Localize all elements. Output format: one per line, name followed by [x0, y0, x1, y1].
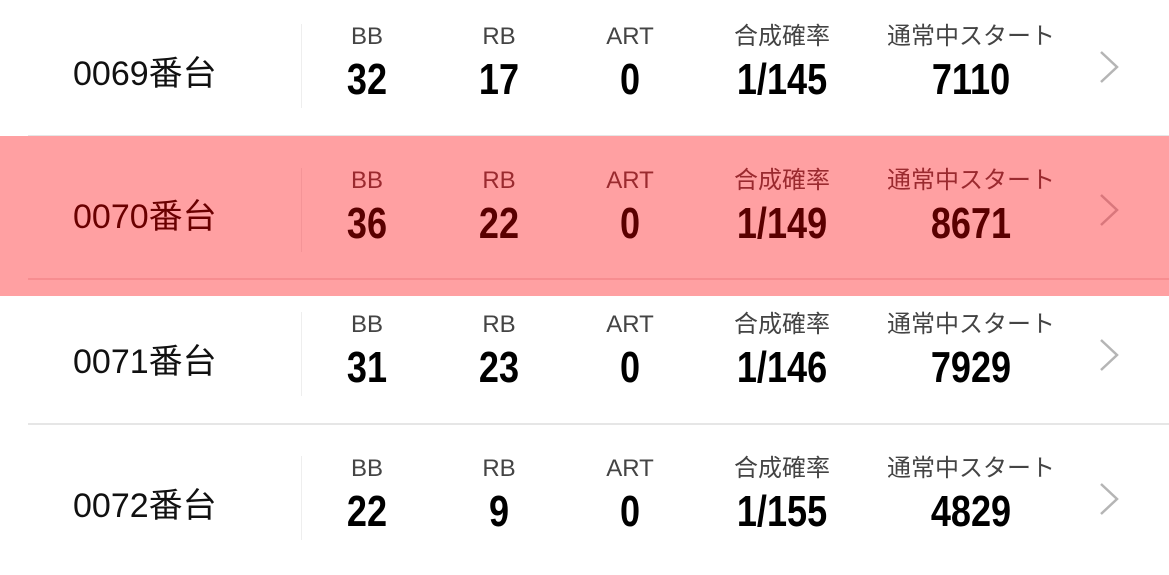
- stat-bb: BB 22: [267, 452, 467, 538]
- stat-label: 合成確率: [734, 167, 830, 194]
- machine-number: 0070番台: [73, 198, 217, 236]
- stat-label: ART: [606, 311, 654, 338]
- stat-rb: RB 23: [399, 308, 599, 394]
- stat-start: 通常中スタート 8671: [871, 164, 1071, 250]
- stat-rb: RB 22: [399, 164, 599, 250]
- stat-value: 31: [346, 343, 388, 392]
- stat-start: 通常中スタート 7929: [871, 308, 1071, 394]
- machine-row[interactable]: 0070番台 BB 36 RB 22 ART 0 合成確率 1/149 通常中ス…: [0, 136, 1169, 296]
- stat-label: 通常中スタート: [887, 167, 1055, 194]
- stat-label: RB: [482, 23, 516, 50]
- stat-value: 32: [346, 55, 388, 104]
- stat-label: ART: [606, 455, 654, 482]
- stat-value: 7110: [931, 55, 1011, 104]
- stat-value: 22: [478, 199, 520, 248]
- stat-value: 0: [619, 343, 641, 392]
- stat-bb: BB 36: [267, 164, 467, 250]
- chevron-right-icon[interactable]: [1098, 482, 1120, 516]
- stat-value: 22: [346, 487, 388, 536]
- column-divider: [301, 456, 302, 540]
- stat-bb: BB 31: [267, 308, 467, 394]
- stat-art: ART 0: [530, 452, 730, 538]
- stat-label: RB: [482, 167, 516, 194]
- column-divider: [301, 168, 302, 252]
- stat-value: 36: [346, 199, 388, 248]
- stat-label: 合成確率: [734, 455, 830, 482]
- stat-rb: RB 9: [399, 452, 599, 538]
- stat-label: BB: [350, 455, 383, 482]
- machine-number: 0071番台: [73, 343, 217, 381]
- stat-label: RB: [482, 311, 516, 338]
- stat-value: 17: [478, 55, 520, 104]
- stat-value: 0: [619, 487, 641, 536]
- stat-art: ART 0: [530, 164, 730, 250]
- machine-number: 0072番台: [73, 487, 217, 525]
- stat-value: 7929: [930, 343, 1012, 392]
- stat-label: BB: [350, 311, 383, 338]
- stat-label: 通常中スタート: [887, 311, 1055, 338]
- chevron-right-icon[interactable]: [1098, 193, 1120, 227]
- chevron-right-icon[interactable]: [1098, 50, 1120, 84]
- stat-value: 1/155: [736, 487, 828, 536]
- stat-label: 合成確率: [734, 311, 830, 338]
- row-separator: [28, 423, 1169, 425]
- stat-start: 通常中スタート 4829: [871, 452, 1071, 538]
- stat-rate: 合成確率 1/145: [682, 20, 882, 106]
- stat-label: BB: [350, 167, 383, 194]
- column-divider: [301, 24, 302, 108]
- stat-art: ART 0: [530, 308, 730, 394]
- chevron-right-icon[interactable]: [1098, 338, 1120, 372]
- machine-row[interactable]: 0072番台 BB 22 RB 9 ART 0 合成確率 1/155 通常中スタ…: [0, 432, 1169, 575]
- stat-start: 通常中スタート 7110: [871, 20, 1071, 106]
- stat-rate: 合成確率 1/149: [682, 164, 882, 250]
- stat-label: BB: [350, 23, 383, 50]
- stat-value: 9: [488, 487, 510, 536]
- stat-value: 23: [478, 343, 520, 392]
- row-separator: [28, 278, 1169, 280]
- machine-row[interactable]: 0069番台 BB 32 RB 17 ART 0 合成確率 1/145 通常中ス…: [0, 0, 1169, 143]
- machine-row[interactable]: 0071番台 BB 31 RB 23 ART 0 合成確率 1/146 通常中ス…: [0, 288, 1169, 431]
- stat-value: 4829: [930, 487, 1012, 536]
- stat-label: 合成確率: [734, 23, 830, 50]
- stat-label: ART: [606, 23, 654, 50]
- stat-label: 通常中スタート: [887, 23, 1055, 50]
- stat-value: 8671: [930, 199, 1012, 248]
- stat-value: 0: [619, 199, 641, 248]
- stat-label: RB: [482, 455, 516, 482]
- stat-rate: 合成確率 1/155: [682, 452, 882, 538]
- stat-label: 通常中スタート: [887, 455, 1055, 482]
- stat-rate: 合成確率 1/146: [682, 308, 882, 394]
- stat-bb: BB 32: [267, 20, 467, 106]
- column-divider: [301, 312, 302, 396]
- stat-art: ART 0: [530, 20, 730, 106]
- stat-value: 1/145: [736, 55, 828, 104]
- stat-label: ART: [606, 167, 654, 194]
- stat-rb: RB 17: [399, 20, 599, 106]
- machine-number: 0069番台: [73, 55, 217, 93]
- stat-value: 1/149: [736, 199, 828, 248]
- stat-value: 1/146: [736, 343, 828, 392]
- stat-value: 0: [619, 55, 641, 104]
